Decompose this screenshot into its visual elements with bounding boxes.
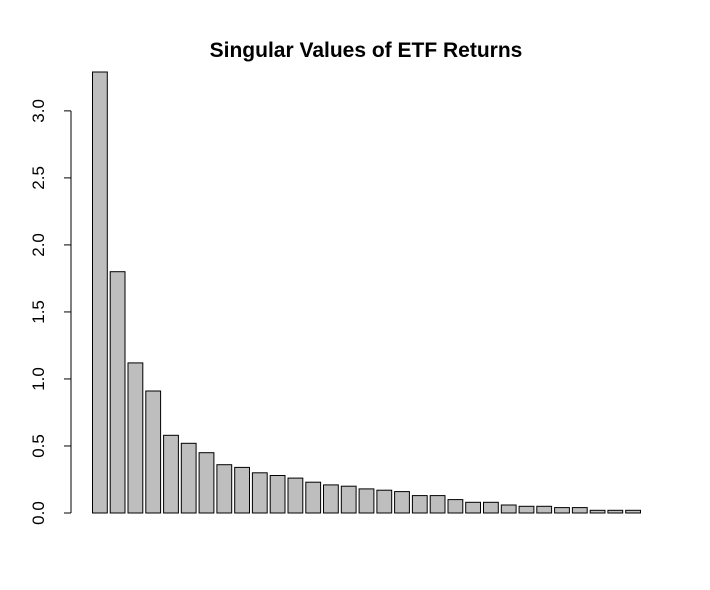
bar-25 <box>518 505 535 514</box>
bar-6 <box>180 442 197 514</box>
y-tick-label: 0.5 <box>29 434 48 458</box>
y-axis: 0.0 0.5 1.0 1.5 2.0 2.5 3.0 <box>29 99 72 525</box>
bar-9 <box>234 466 250 514</box>
bar-group <box>92 71 642 514</box>
bar-15 <box>340 485 357 514</box>
chart-title: Singular Values of ETF Returns <box>210 39 523 62</box>
bar-26 <box>536 505 553 514</box>
bar-10 <box>251 472 268 514</box>
bar-3 <box>127 362 144 514</box>
bar-21 <box>447 499 464 514</box>
bar-5 <box>163 434 179 514</box>
y-tick-label: 1.0 <box>29 367 48 391</box>
bar-4 <box>145 390 162 514</box>
bar-17 <box>376 489 393 514</box>
bar-30 <box>607 509 624 514</box>
bar-14 <box>323 484 339 514</box>
y-tick-label: 2.5 <box>29 166 48 190</box>
bar-7 <box>198 452 215 514</box>
bar-24 <box>500 504 517 514</box>
bar-16 <box>358 488 375 514</box>
bar-20 <box>429 495 446 514</box>
bar-2 <box>109 271 126 514</box>
bar-27 <box>554 507 570 514</box>
bar-22 <box>465 501 482 514</box>
bar-13 <box>305 481 322 514</box>
bar-29 <box>589 509 606 514</box>
bar-18 <box>394 491 410 514</box>
y-tick-label: 2.0 <box>29 233 48 257</box>
bar-1 <box>92 71 108 514</box>
bar-11 <box>269 475 286 514</box>
bar-8 <box>216 464 233 514</box>
y-tick-label: 3.0 <box>29 99 48 123</box>
y-tick-label: 1.5 <box>29 300 48 324</box>
bar-12 <box>287 477 304 514</box>
bar-31 <box>625 509 642 514</box>
bar-23 <box>483 501 499 514</box>
bar-19 <box>411 495 428 514</box>
bar-28 <box>571 507 588 514</box>
y-tick-label: 0.0 <box>29 501 48 525</box>
